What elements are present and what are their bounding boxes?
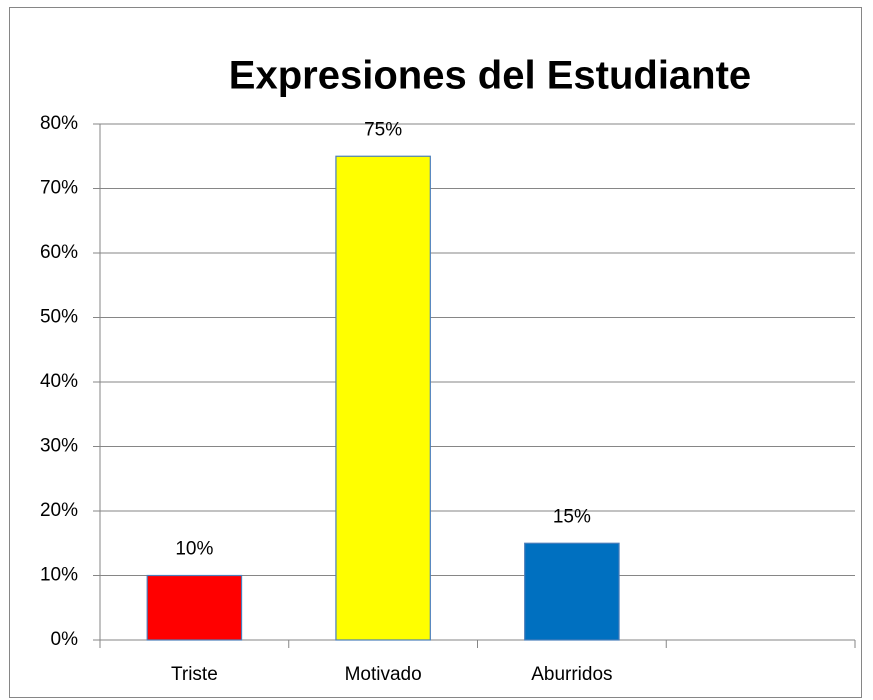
data-label: 15% xyxy=(553,506,591,527)
y-tick-label: 70% xyxy=(40,178,78,199)
y-tick-label: 0% xyxy=(51,629,79,650)
y-tick-label: 20% xyxy=(40,500,78,521)
data-label: 75% xyxy=(364,119,402,140)
y-tick-label: 60% xyxy=(40,242,78,263)
x-tick-label: Triste xyxy=(171,664,218,685)
bar xyxy=(524,542,620,641)
x-tick-label: Aburridos xyxy=(531,664,612,685)
y-tick-label: 80% xyxy=(40,113,78,134)
y-tick-label: 10% xyxy=(40,565,78,586)
bar xyxy=(146,574,243,641)
chart-border xyxy=(9,7,862,698)
chart-title: Expresiones del Estudiante xyxy=(229,54,751,98)
data-label: 10% xyxy=(175,539,213,560)
x-tick-label: Motivado xyxy=(345,664,422,685)
y-tick-label: 50% xyxy=(40,307,78,328)
bar xyxy=(335,155,431,641)
y-tick-label: 40% xyxy=(40,371,78,392)
y-tick-label: 30% xyxy=(40,436,78,457)
